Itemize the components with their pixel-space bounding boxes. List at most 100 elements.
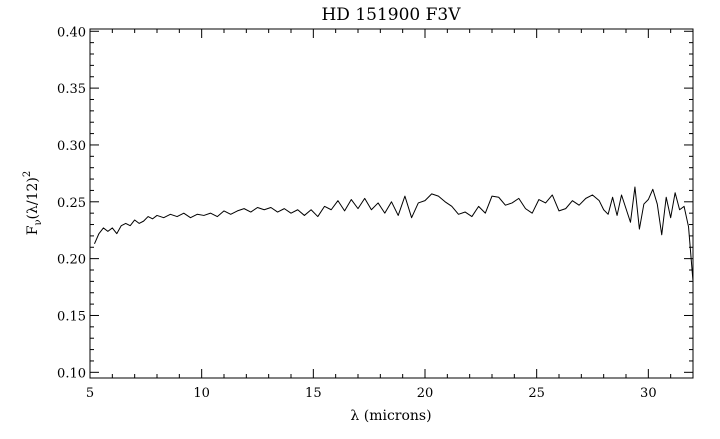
data-point bbox=[311, 209, 312, 210]
data-point bbox=[626, 208, 627, 209]
data-point bbox=[559, 210, 560, 211]
data-point bbox=[652, 189, 653, 190]
data-point bbox=[471, 216, 472, 217]
data-point bbox=[317, 216, 318, 217]
data-point bbox=[612, 197, 613, 198]
data-point bbox=[344, 210, 345, 211]
data-point bbox=[257, 207, 258, 208]
data-point bbox=[157, 215, 158, 216]
data-point bbox=[364, 198, 365, 199]
y-axis-label-subscript: ν bbox=[33, 219, 44, 225]
data-point bbox=[465, 212, 466, 213]
y-axis-label-superscript: 2 bbox=[22, 171, 33, 177]
data-point bbox=[143, 221, 144, 222]
y-axis-tick-labels: 0.10 0.15 0.20 0.25 0.30 0.35 0.40 bbox=[57, 25, 86, 381]
data-point bbox=[485, 213, 486, 214]
data-point bbox=[183, 213, 184, 214]
data-point bbox=[398, 215, 399, 216]
x-axis-tick-labels: 5 10 15 20 25 30 bbox=[86, 386, 657, 401]
data-point bbox=[210, 213, 211, 214]
data-point bbox=[532, 213, 533, 214]
y-axis-label-expression: (λ/12) bbox=[25, 177, 41, 219]
data-point bbox=[545, 202, 546, 203]
data-point bbox=[337, 200, 338, 201]
y-tick-label: 0.25 bbox=[57, 196, 86, 211]
y-axis-ticks bbox=[90, 30, 693, 373]
data-point bbox=[358, 208, 359, 209]
data-point bbox=[445, 201, 446, 202]
data-point bbox=[197, 214, 198, 215]
data-point bbox=[121, 225, 122, 226]
data-point bbox=[608, 214, 609, 215]
data-point bbox=[525, 208, 526, 209]
data-point bbox=[404, 196, 405, 197]
data-point bbox=[552, 194, 553, 195]
data-point bbox=[599, 200, 600, 201]
data-point bbox=[277, 212, 278, 213]
data-point bbox=[478, 206, 479, 207]
x-axis-label: λ (microns) bbox=[350, 408, 431, 424]
data-point bbox=[125, 223, 126, 224]
data-point bbox=[648, 199, 649, 200]
y-axis-label: Fν(λ/12)2 bbox=[22, 171, 44, 236]
data-point bbox=[684, 206, 685, 207]
data-point bbox=[425, 200, 426, 201]
y-axis-label-symbol: F bbox=[25, 225, 41, 235]
y-tick-label: 0.30 bbox=[57, 139, 86, 154]
data-point bbox=[378, 202, 379, 203]
data-point bbox=[116, 233, 117, 234]
data-point bbox=[585, 198, 586, 199]
data-point bbox=[148, 216, 149, 217]
data-point bbox=[107, 231, 108, 232]
x-axis-ticks bbox=[89, 29, 694, 378]
data-point bbox=[224, 210, 225, 211]
y-tick-label: 0.40 bbox=[57, 25, 86, 40]
data-point bbox=[384, 213, 385, 214]
data-point bbox=[297, 209, 298, 210]
data-point bbox=[458, 214, 459, 215]
data-point bbox=[170, 214, 171, 215]
data-point bbox=[163, 217, 164, 218]
data-point bbox=[284, 208, 285, 209]
data-point bbox=[666, 197, 667, 198]
data-point bbox=[94, 243, 95, 244]
data-point bbox=[643, 204, 644, 205]
data-point bbox=[621, 194, 622, 195]
data-point bbox=[177, 216, 178, 217]
data-point bbox=[431, 193, 432, 194]
data-point bbox=[371, 209, 372, 210]
x-tick-label: 25 bbox=[528, 386, 545, 401]
data-point bbox=[639, 229, 640, 230]
data-point bbox=[505, 205, 506, 206]
data-point bbox=[217, 216, 218, 217]
series-line bbox=[94, 186, 694, 282]
chart-title: HD 151900 F3V bbox=[321, 5, 461, 25]
x-tick-label: 15 bbox=[305, 386, 322, 401]
data-point bbox=[103, 227, 104, 228]
data-point bbox=[331, 209, 332, 210]
series-points bbox=[94, 187, 694, 282]
data-point bbox=[688, 226, 689, 227]
data-point bbox=[579, 205, 580, 206]
data-point bbox=[512, 202, 513, 203]
data-point bbox=[250, 212, 251, 213]
data-point bbox=[572, 200, 573, 201]
data-point bbox=[270, 207, 271, 208]
data-point bbox=[617, 215, 618, 216]
y-tick-label: 0.15 bbox=[57, 309, 86, 324]
data-point bbox=[98, 233, 99, 234]
data-point bbox=[670, 217, 671, 218]
data-point bbox=[518, 198, 519, 199]
data-point bbox=[291, 213, 292, 214]
data-point bbox=[237, 210, 238, 211]
data-point bbox=[661, 234, 662, 235]
data-point bbox=[304, 215, 305, 216]
x-tick-label: 5 bbox=[86, 386, 94, 401]
data-point bbox=[139, 223, 140, 224]
data-point bbox=[675, 192, 676, 193]
x-tick-label: 20 bbox=[417, 386, 434, 401]
data-point bbox=[657, 204, 658, 205]
data-point bbox=[130, 225, 131, 226]
y-tick-label: 0.35 bbox=[57, 82, 86, 97]
